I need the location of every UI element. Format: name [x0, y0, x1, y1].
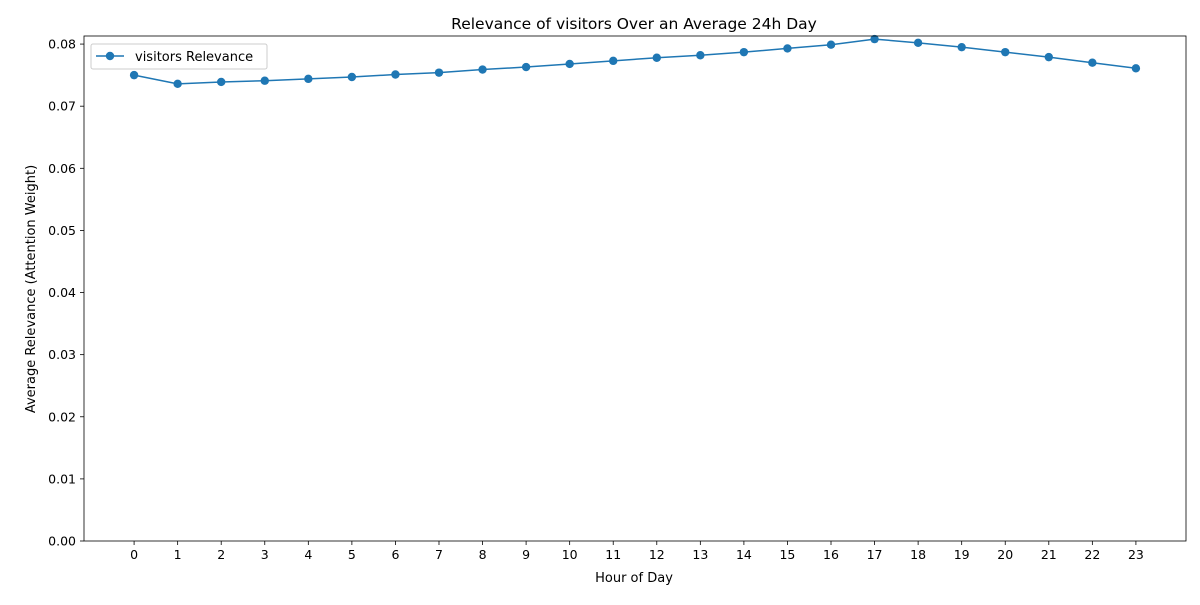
y-tick-label: 0.07 [48, 99, 76, 114]
data-point [696, 51, 705, 60]
data-point [434, 68, 444, 77]
x-tick-label: 2 [217, 547, 225, 562]
x-tick-label: 19 [954, 547, 970, 562]
legend-label: visitors Relevance [135, 50, 253, 65]
data-point [304, 74, 313, 84]
data-point [1131, 64, 1141, 73]
legend-box [90, 43, 268, 70]
x-tick-label: 14 [736, 547, 752, 562]
chart-title: Relevance of visitors Over an Average 24… [451, 15, 817, 33]
data-point [1001, 47, 1010, 57]
x-tick-label: 20 [997, 547, 1013, 562]
y-tick-label: 0.01 [48, 471, 76, 486]
data-point [870, 34, 879, 44]
y-tick-label: 0.06 [48, 161, 76, 176]
data-point [565, 59, 574, 69]
y-axis-title: Average Relevance (Attention Weight) [24, 165, 39, 413]
x-tick-label: 22 [1084, 547, 1100, 562]
x-tick-label: 21 [1041, 547, 1057, 562]
data-point [347, 72, 357, 82]
data-point [173, 79, 182, 89]
data-point [521, 62, 531, 72]
plot-area: 0 1 2 3 4 5 6 7 8 9 10 11 12 13 14 15 16 17 18 19 20 21 22 230.… [48, 34, 1187, 562]
legend: visitors Relevance [90, 43, 268, 70]
data-point [739, 47, 749, 57]
data-point [609, 56, 618, 66]
data-point [129, 70, 139, 80]
y-tick-label: 0.02 [48, 409, 76, 424]
x-tick-label: 13 [692, 547, 708, 562]
x-tick-label: 15 [779, 547, 795, 562]
x-tick-label: 23 [1128, 547, 1144, 562]
data-point [826, 40, 836, 49]
y-tick-label: 0.00 [48, 534, 76, 549]
y-tick-label: 0.03 [48, 347, 76, 362]
data-point [957, 42, 966, 52]
x-tick-label: 17 [867, 547, 883, 562]
x-tick-label: 5 [348, 547, 356, 562]
x-tick-label: 0 [130, 547, 138, 562]
x-tick-label: 9 [522, 547, 530, 562]
y-tick-label: 0.05 [48, 223, 76, 238]
data-point [217, 77, 226, 87]
series-line [133, 38, 1137, 85]
x-tick-label: 3 [261, 547, 269, 562]
data-point [478, 65, 487, 74]
axes-frame [83, 35, 1187, 542]
data-point [1044, 52, 1053, 62]
data-point [652, 53, 661, 62]
data-point [260, 76, 269, 85]
x-tick-label: 6 [391, 547, 399, 562]
data-point [783, 44, 792, 53]
x-tick-label: 7 [435, 547, 443, 562]
y-tick-label: 0.04 [48, 285, 76, 300]
x-tick-label: 8 [479, 547, 487, 562]
x-tick-label: 4 [304, 547, 312, 562]
x-tick-label: 18 [910, 547, 926, 562]
x-tick-label: 1 [174, 547, 182, 562]
x-tick-label: 16 [823, 547, 839, 562]
y-tick-label: 0.08 [48, 37, 76, 52]
x-tick-label: 12 [649, 547, 665, 562]
legend-marker-swatch [105, 51, 115, 61]
x-tick-label: 11 [605, 547, 621, 562]
x-axis-title: Hour of Day [595, 571, 673, 586]
data-point [391, 70, 400, 79]
x-tick-label: 10 [562, 547, 578, 562]
data-point [1088, 58, 1097, 67]
data-point [913, 38, 923, 48]
